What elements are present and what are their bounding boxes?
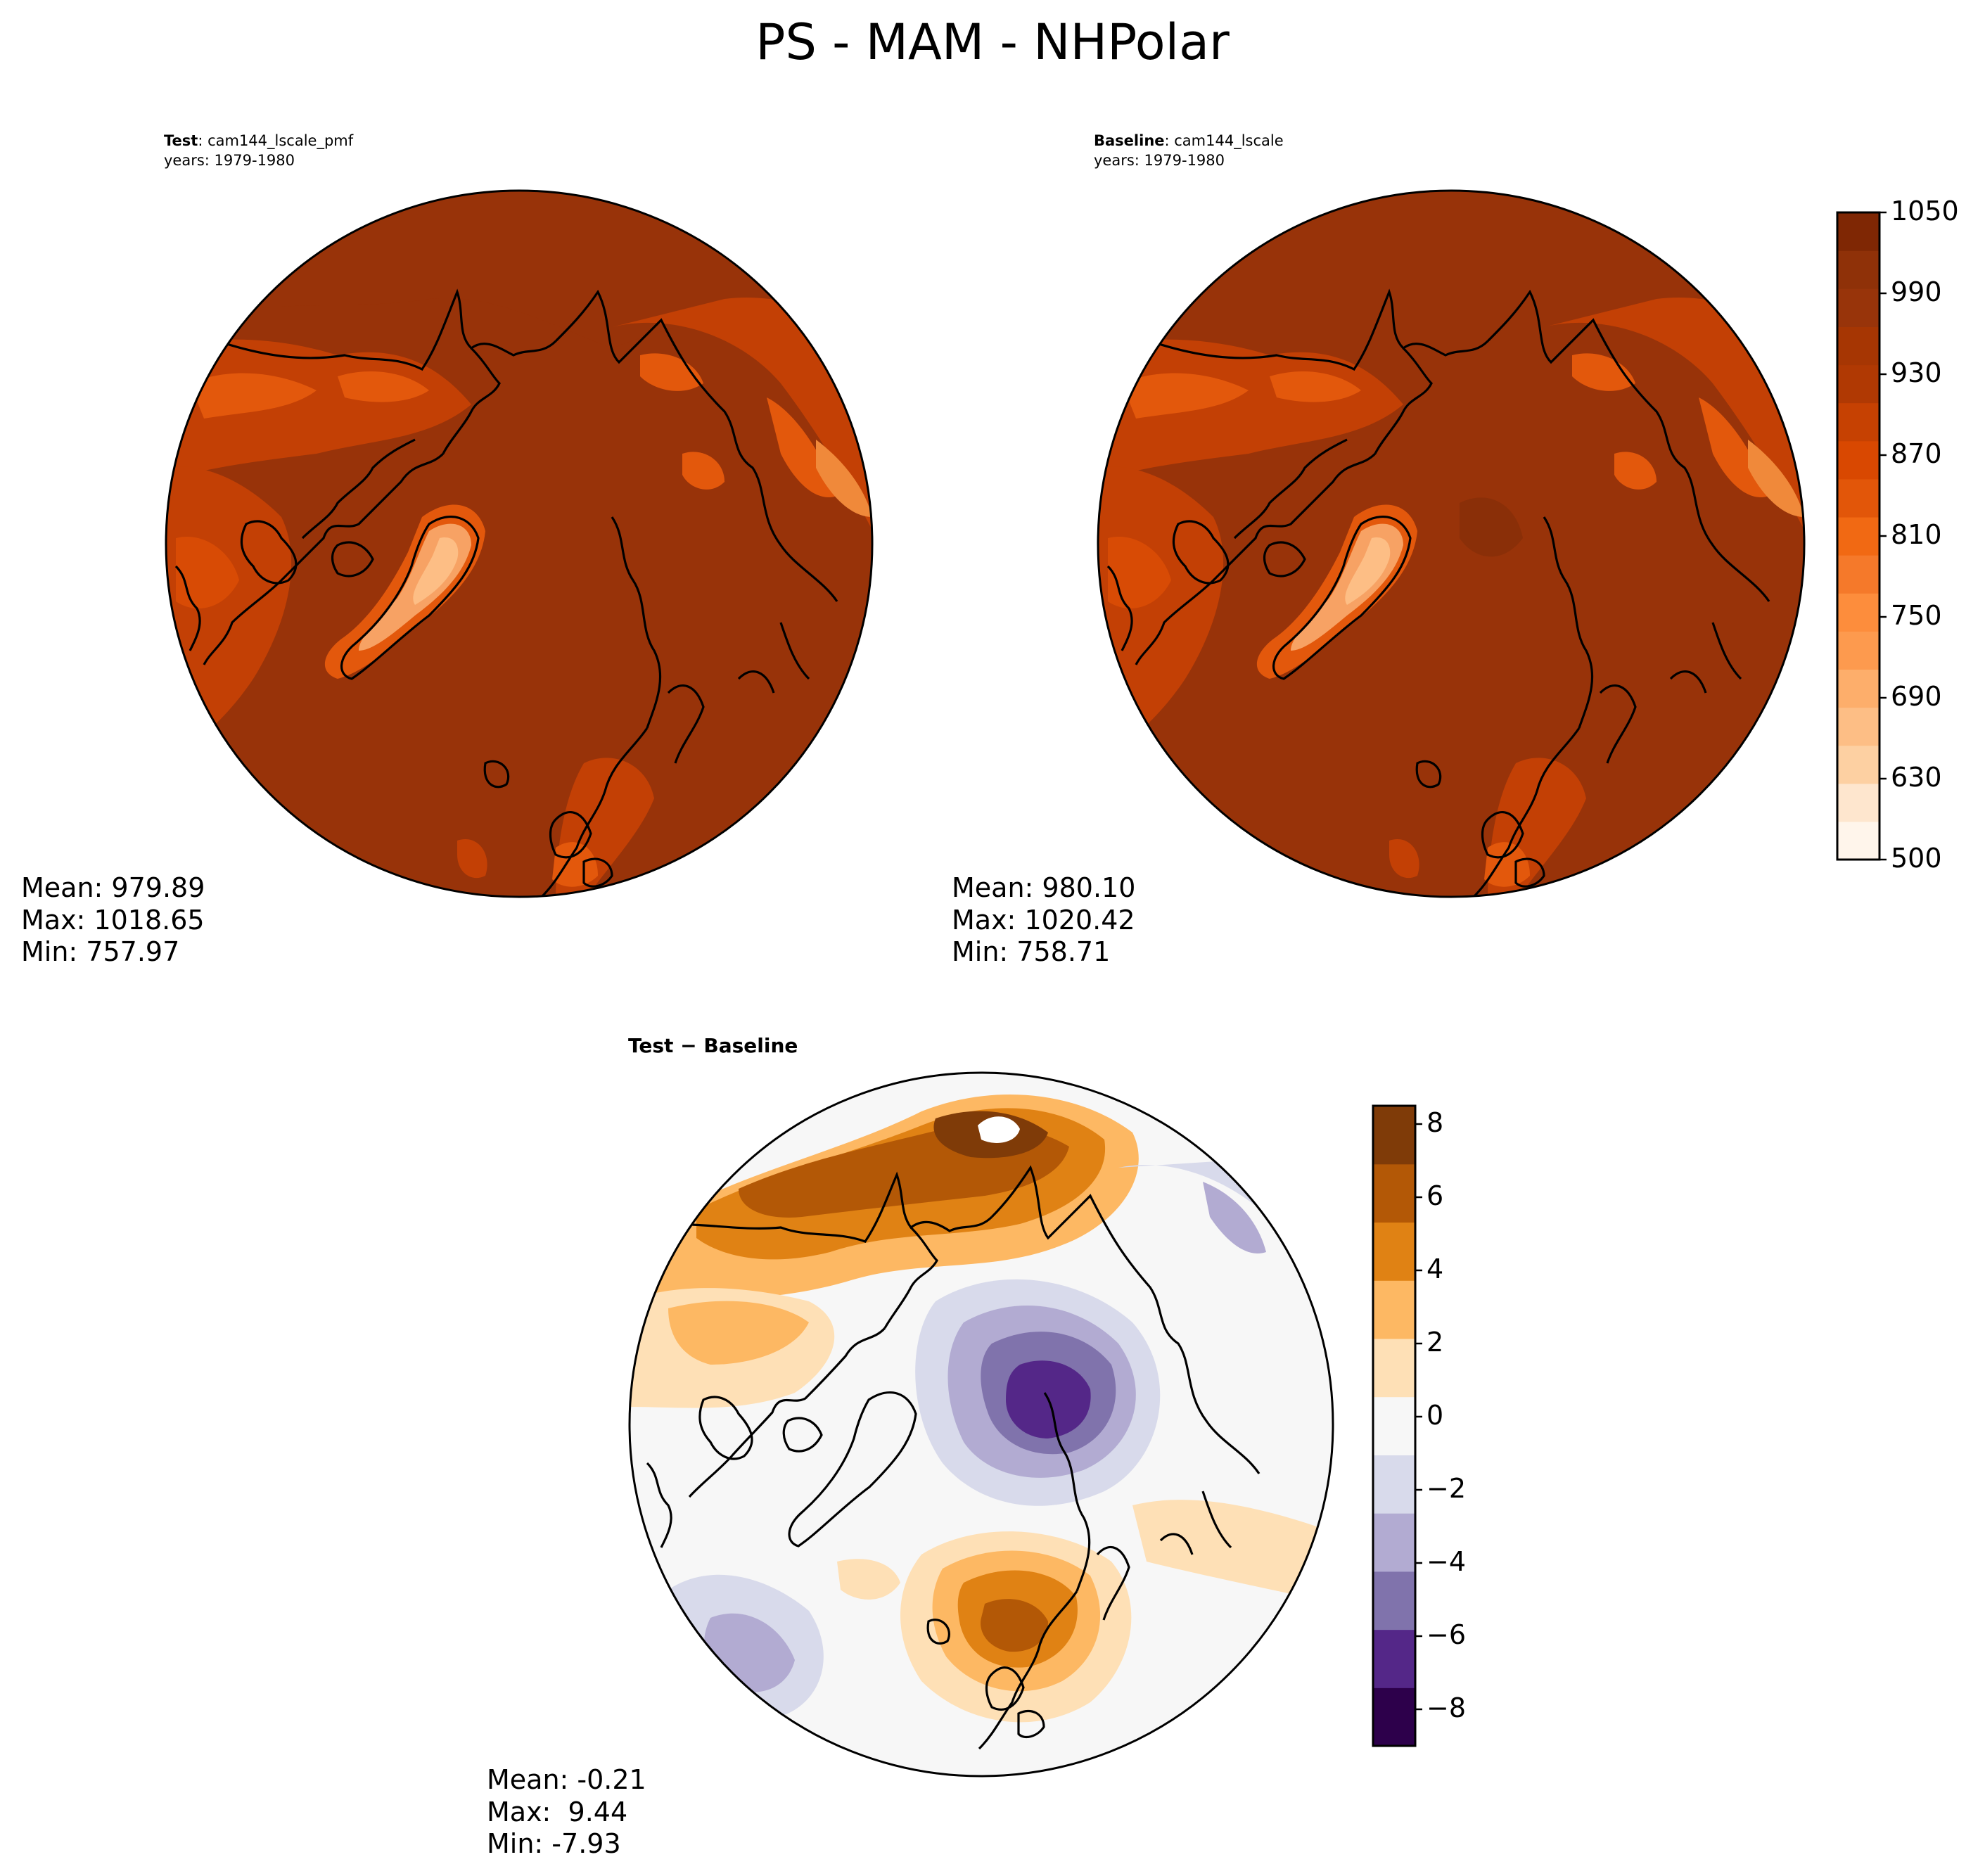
diff-colorbar-tick: −6 — [1426, 1619, 1467, 1650]
baseline-max: Max: 1020.42 — [952, 904, 1135, 936]
colorbar-swatch — [1373, 1571, 1415, 1631]
baseline-case-name: : cam144_lscale — [1164, 132, 1284, 149]
baseline-stats: Mean: 980.10 Max: 1020.42 Min: 758.71 — [952, 872, 1135, 969]
test-panel-label: Test: cam144_lscale_pmf years: 1979-1980 — [164, 131, 353, 171]
colorbar-swatch — [1837, 707, 1879, 746]
main-colorbar-tick: 990 — [1891, 276, 1942, 307]
colorbar-swatch — [1373, 1222, 1415, 1281]
test-stats: Mean: 979.89 Max: 1018.65 Min: 757.97 — [21, 872, 205, 969]
diff-min: Min: -7.93 — [487, 1828, 621, 1860]
colorbar-frame — [1372, 1104, 1417, 1747]
main-colorbar-tick: 930 — [1891, 357, 1942, 388]
test-max: Max: 1018.65 — [21, 904, 205, 936]
test-case-name: : cam144_lscale_pmf — [198, 132, 354, 149]
baseline-panel-label: Baseline: cam144_lscale years: 1979-1980 — [1094, 131, 1284, 171]
test-min: Min: 757.97 — [21, 936, 180, 968]
main-colorbar-tick: 690 — [1891, 681, 1942, 712]
main-colorbar-tick: 750 — [1891, 600, 1942, 631]
main-colorbar-tick: 630 — [1891, 762, 1942, 793]
diff-colorbar-tick: −4 — [1426, 1546, 1467, 1577]
diff-colorbar-tick: 2 — [1426, 1327, 1444, 1358]
test-years: years: 1979-1980 — [164, 152, 295, 170]
diff-stats: Mean: -0.21 Max: 9.44 Min: -7.93 — [487, 1764, 646, 1861]
diff-colorbar-tick: −8 — [1426, 1692, 1467, 1723]
diff-colorbar-tick: 6 — [1426, 1180, 1444, 1211]
diff-colorbar-tick: 4 — [1426, 1253, 1444, 1284]
colorbar-swatch — [1837, 821, 1879, 860]
baseline-label-bold: Baseline — [1094, 132, 1165, 149]
baseline-polar-map — [1097, 189, 1806, 898]
diff-mean: Mean: -0.21 — [487, 1764, 646, 1795]
colorbar-swatch — [1373, 1396, 1415, 1455]
baseline-mean: Mean: 980.10 — [952, 872, 1136, 903]
colorbar-swatch — [1373, 1687, 1415, 1747]
diff-colorbar-tick: 0 — [1426, 1400, 1444, 1431]
main-colorbar — [1836, 211, 1887, 861]
main-colorbar-tick: 810 — [1891, 519, 1942, 550]
diff-max: Max: 9.44 — [487, 1796, 628, 1827]
colorbar-swatch — [1373, 1455, 1415, 1514]
colorbar-swatch — [1373, 1513, 1415, 1572]
colorbar-swatch — [1837, 555, 1879, 594]
main-colorbar-tick: 870 — [1891, 438, 1942, 469]
figure-title: PS - MAM - NHPolar — [755, 13, 1230, 71]
colorbar-swatch — [1373, 1163, 1415, 1223]
colorbar-swatch — [1837, 669, 1879, 708]
diff-colorbar-tick: 8 — [1426, 1107, 1444, 1138]
colorbar-swatch — [1837, 478, 1879, 518]
diff-polar-map — [628, 1071, 1334, 1778]
diff-colorbar-tick: −2 — [1426, 1473, 1467, 1504]
colorbar-swatch — [1373, 1338, 1415, 1398]
colorbar-swatch — [1837, 516, 1879, 556]
colorbar-swatch — [1837, 288, 1879, 327]
test-mean: Mean: 979.89 — [21, 872, 205, 903]
colorbar-swatch — [1837, 212, 1879, 251]
colorbar-swatch — [1837, 402, 1879, 442]
colorbar-swatch — [1373, 1106, 1415, 1165]
main-colorbar-tick: 500 — [1891, 843, 1942, 874]
test-polar-map — [165, 189, 874, 898]
diff-colorbar — [1372, 1104, 1422, 1747]
main-colorbar-tick: 1050 — [1891, 196, 1959, 226]
diff-panel-title: Test − Baseline — [628, 1034, 798, 1057]
test-label-bold: Test — [164, 132, 198, 149]
colorbar-swatch — [1373, 1280, 1415, 1339]
colorbar-swatch — [1837, 783, 1879, 822]
colorbar-swatch — [1837, 593, 1879, 632]
colorbar-swatch — [1837, 326, 1879, 366]
colorbar-swatch — [1837, 364, 1879, 404]
colorbar-swatch — [1837, 631, 1879, 670]
baseline-min: Min: 758.71 — [952, 936, 1111, 968]
colorbar-swatch — [1373, 1629, 1415, 1688]
colorbar-swatch — [1837, 250, 1879, 289]
baseline-years: years: 1979-1980 — [1094, 152, 1225, 170]
colorbar-swatch — [1837, 440, 1879, 480]
colorbar-swatch — [1837, 745, 1879, 784]
